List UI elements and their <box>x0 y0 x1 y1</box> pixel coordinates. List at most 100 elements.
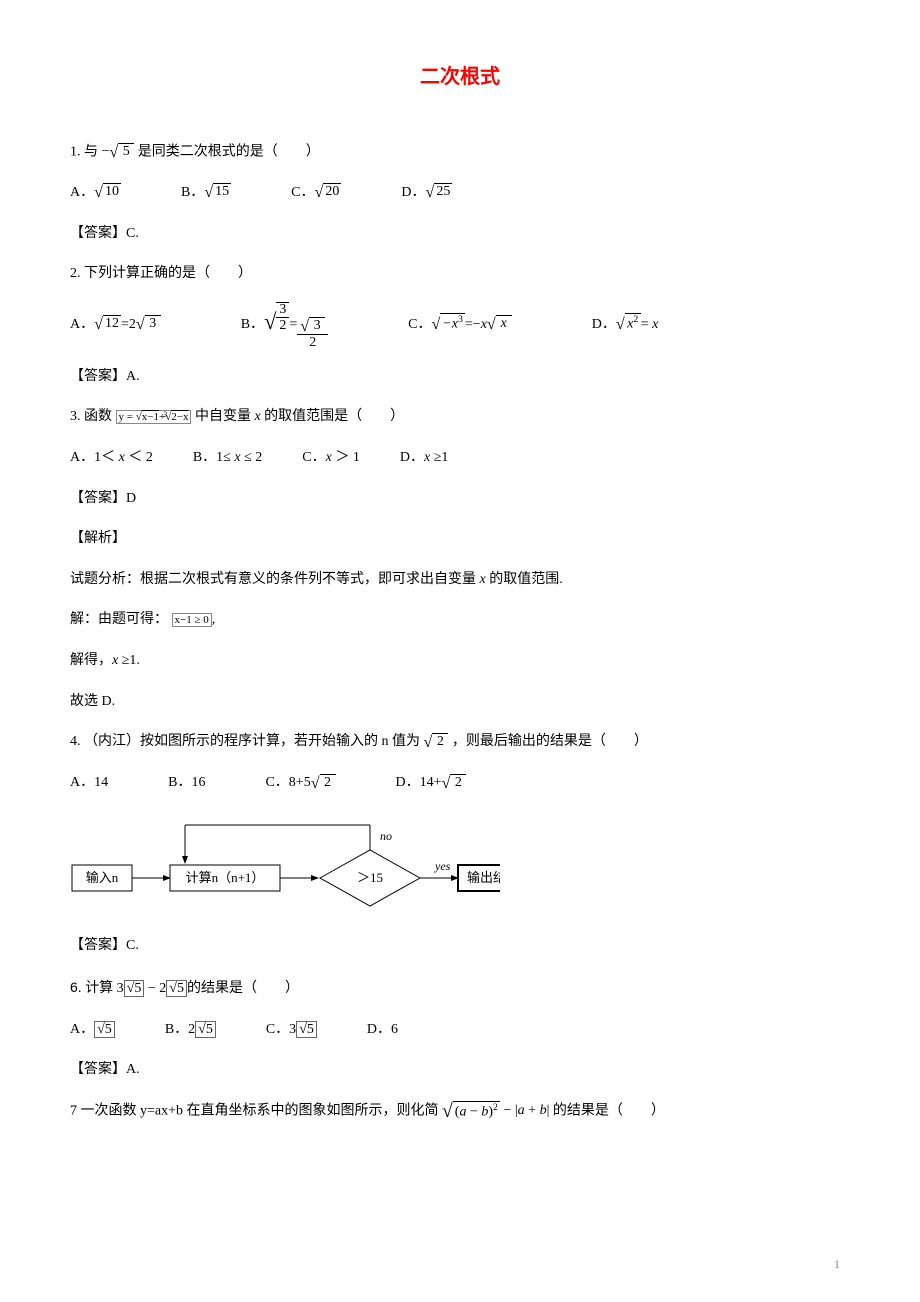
sqrt-icon: √10 <box>94 183 121 200</box>
q6-opt-d: D．6 <box>367 1017 398 1044</box>
rhs-prefix: −x <box>473 312 487 339</box>
sqrt-icon: √−x3 <box>431 313 464 333</box>
q3-answer: 【答案】D <box>70 486 850 513</box>
boxed-sqrt: √5 <box>94 1021 115 1038</box>
q3-prefix: 3. 函数 <box>70 409 112 424</box>
q3-stem: 3. 函数 y = √x−1+3√2−x 中自变量 x 的取值范围是（ ） <box>70 404 850 431</box>
q1-stem: 1. 与 −√5 是同类二次根式的是（ ） <box>70 139 850 166</box>
abs: |a + b| <box>515 1103 550 1118</box>
equals: = <box>465 312 473 339</box>
sqrt-icon: √15 <box>204 183 231 200</box>
flow-calc: 计算n（n+1） <box>186 870 265 885</box>
q1-opt-a: A． √10 <box>70 180 121 207</box>
opt-label: C． <box>408 312 431 339</box>
q6-opt-c: C．3√5 <box>266 1017 317 1044</box>
q7-stem: 7 一次函数 y=ax+b 在直角坐标系中的图象如图所示，则化简 √(a − b… <box>70 1098 850 1125</box>
boxed-sqrt: √5 <box>166 980 187 997</box>
opt-prefix: A． <box>70 1022 94 1037</box>
q6-num: 6. <box>70 979 82 995</box>
q3-jiexi-1: 试题分析：根据二次根式有意义的条件列不等式，即可求出自变量 x 的取值范围. <box>70 567 850 594</box>
opt-prefix: B．2 <box>165 1022 195 1037</box>
boxed-sqrt: √5 <box>195 1021 216 1038</box>
q6-prefix: 计算 3 <box>85 981 124 996</box>
q7-expr: √(a − b)2 − |a + b| <box>442 1098 549 1125</box>
q4-answer: 【答案】C. <box>70 933 850 960</box>
q1-opt-b: B． √15 <box>181 180 231 207</box>
q6-answer: 【答案】A. <box>70 1057 850 1084</box>
equals: = <box>121 312 129 339</box>
opt-prefix: C．8+5 <box>265 775 310 790</box>
q4-flowchart: 输入n 计算n（n+1） ＞15 yes 输出结果 no <box>70 810 850 915</box>
sqrt-icon: √x2 <box>616 313 641 333</box>
q6-suffix: 的结果是（ ） <box>187 981 299 996</box>
q3-jiexi-header: 【解析】 <box>70 526 850 553</box>
opt-label: D． <box>401 180 425 207</box>
flow-cond: ＞15 <box>357 870 383 885</box>
opt-prefix: C．3 <box>266 1022 296 1037</box>
opt-label: D． <box>592 312 616 339</box>
boxed-sqrt: √5 <box>124 980 145 997</box>
sqrt-icon: √2 <box>311 774 336 791</box>
q6-options: A．√5 B．2√5 C．3√5 D．6 <box>70 1017 850 1044</box>
opt-label: A． <box>70 180 94 207</box>
q6-stem: 6. 计算 3√5 − 2√5的结果是（ ） <box>70 974 850 1003</box>
q1-opt-c: C． √20 <box>291 180 341 207</box>
minus: − <box>503 1103 514 1118</box>
sqrt-icon: √2 <box>442 774 467 791</box>
q1-opt-d: D． √25 <box>401 180 452 207</box>
q2-stem: 2. 下列计算正确的是（ ） <box>70 261 850 288</box>
page-title: 二次根式 <box>70 60 850 89</box>
flow-output: 输出结果 <box>467 870 500 885</box>
sqrt-icon: √12 <box>94 315 121 332</box>
equals: = x <box>641 312 659 339</box>
q2-opt-d: D． √x2 = x <box>592 312 659 339</box>
sqrt-icon: √3 <box>136 315 161 332</box>
q2-opt-a: A． √12 = 2√3 <box>70 312 161 339</box>
q3-jiexi-4: 故选 D. <box>70 689 850 716</box>
q4-suffix: ，则最后输出的结果是（ ） <box>452 734 648 749</box>
q4-opt-a: A．14 <box>70 770 108 797</box>
q3-opt-c: C．x ＞ 1 <box>302 445 360 472</box>
opt-label: C． <box>291 180 314 207</box>
q3-jiexi-2: 解：由题可得： x−1 ≥ 0, <box>70 607 850 634</box>
equals: = <box>289 312 297 339</box>
q2-options: A． √12 = 2√3 B． √ 32 = √3 2 C． √−x3 = −x… <box>70 302 850 350</box>
q6-mid: − 2 <box>144 981 166 996</box>
q1-expr: −√5 <box>102 139 135 166</box>
page-number: 1 <box>834 1257 840 1272</box>
q4-stem: 4. （内江）按如图所示的程序计算，若开始输入的 n 值为 √2 ，则最后输出的… <box>70 729 850 756</box>
q6-opt-b: B．2√5 <box>165 1017 216 1044</box>
flow-no-label: no <box>380 829 392 843</box>
sqrt-icon: √20 <box>315 183 342 200</box>
q3-opt-d: D．x ≥1 <box>400 445 449 472</box>
q3-opt-a: A．1＜ x ＜ 2 <box>70 445 153 472</box>
flow-yes-label: yes <box>434 859 451 873</box>
q1-options: A． √10 B． √15 C． √20 D． √25 <box>70 180 850 207</box>
sqrt-icon: √2 <box>424 733 449 750</box>
flow-input: 输入n <box>86 870 119 885</box>
q3-opt-b: B．1≤ x ≤ 2 <box>193 445 262 472</box>
opt-label: B． <box>241 312 264 339</box>
q4-options: A．14 B．16 C．8+5√2 D．14+√2 <box>70 770 850 797</box>
q7-suffix: 的结果是（ ） <box>553 1103 665 1118</box>
q4-opt-c: C．8+5√2 <box>265 770 335 797</box>
q4-prefix: 4. （内江）按如图所示的程序计算，若开始输入的 n 值为 <box>70 734 420 749</box>
q6-opt-a: A．√5 <box>70 1017 115 1044</box>
q4-opt-b: B．16 <box>168 770 205 797</box>
q2-answer: 【答案】A. <box>70 364 850 391</box>
q3-func: y = √x−1+3√2−x <box>116 410 192 424</box>
sqrt-icon: √(a − b)2 <box>442 1101 500 1121</box>
q3-suffix: 中自变量 x 的取值范围是（ ） <box>195 409 404 424</box>
comma: , <box>212 612 216 627</box>
q1-suffix: 是同类二次根式的是（ ） <box>138 145 320 160</box>
opt-label: A． <box>70 312 94 339</box>
coef: 2 <box>129 312 136 339</box>
q2-opt-c: C． √−x3 = −x√x <box>408 312 512 339</box>
fraction: √3 2 <box>297 317 328 350</box>
opt-prefix: D．14+ <box>396 775 442 790</box>
q4-opt-d: D．14+√2 <box>396 770 467 797</box>
q7-prefix: 7 一次函数 y=ax+b 在直角坐标系中的图象如图所示，则化简 <box>70 1103 439 1118</box>
q1-answer: 【答案】C. <box>70 221 850 248</box>
q2-opt-b: B． √ 32 = √3 2 <box>241 302 328 350</box>
sqrt-icon: √25 <box>425 183 452 200</box>
